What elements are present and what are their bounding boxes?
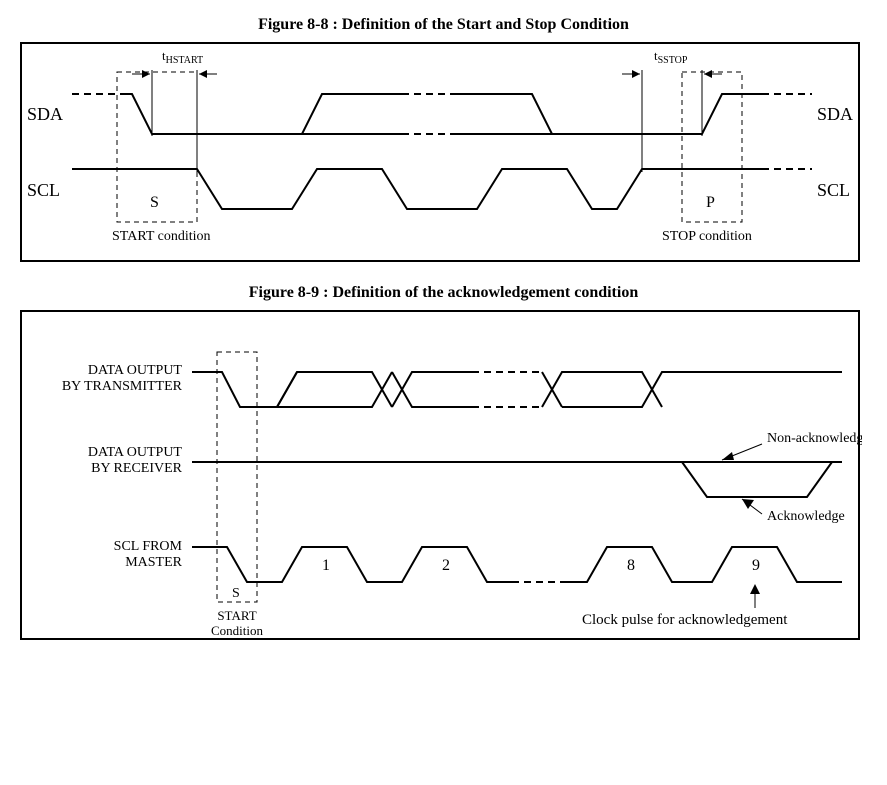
t-sstop: tSSTOP xyxy=(622,48,722,172)
rx-label2: BY RECEIVER xyxy=(91,461,183,476)
clk-num-8: 8 xyxy=(627,557,635,574)
start-box-2-label: S xyxy=(232,586,240,601)
scl-label1: SCL FROM xyxy=(114,539,183,554)
clk-num-1: 1 xyxy=(322,557,330,574)
non-ack-label: Non-acknowledge xyxy=(767,431,862,446)
sda-label-left: SDA xyxy=(27,104,63,124)
tx-label1: DATA OUTPUT xyxy=(88,363,183,378)
figure1-panel: tHSTART tSSTOP S START condition P STOP … xyxy=(20,42,860,262)
clockpulse-label: Clock pulse for acknowledgement xyxy=(582,612,788,628)
scl-label-left: SCL xyxy=(27,180,60,200)
figure2-panel: DATA OUTPUT BY TRANSMITTER DATA OUTPUT B… xyxy=(20,310,860,640)
sclm-signal: 1 2 8 9 Clock pulse for acknowledgement xyxy=(192,547,842,628)
ack-label: Acknowledge xyxy=(767,509,845,524)
scl-label-right: SCL xyxy=(817,180,850,200)
page: Figure 8-8 : Definition of the Start and… xyxy=(0,0,887,660)
figure2-title: Figure 8-9 : Definition of the acknowled… xyxy=(20,284,867,302)
tx-label2: BY TRANSMITTER xyxy=(62,379,183,394)
svg-text:tSSTOP: tSSTOP xyxy=(654,48,688,66)
tx-signal xyxy=(192,372,842,407)
start-box-2-sub2: Condition xyxy=(211,623,264,638)
start-box-label: S xyxy=(150,194,159,211)
clk-num-9: 9 xyxy=(752,557,760,574)
clk-num-2: 2 xyxy=(442,557,450,574)
sda-label-right: SDA xyxy=(817,104,853,124)
scl-label2: MASTER xyxy=(125,555,182,570)
stop-box-label: P xyxy=(706,194,715,211)
stop-box-sub: STOP condition xyxy=(662,229,752,244)
start-box-2-sub1: START xyxy=(217,608,256,623)
figure1-title: Figure 8-8 : Definition of the Start and… xyxy=(20,16,867,34)
rx-label1: DATA OUTPUT xyxy=(88,445,183,460)
sda-signal: SDA SDA xyxy=(27,94,853,134)
rx-signal: Non-acknowledge Acknowledge xyxy=(192,431,862,524)
t-hstart: tHSTART xyxy=(132,48,217,172)
svg-text:tHSTART: tHSTART xyxy=(162,48,203,66)
start-box-sub: START condition xyxy=(112,229,211,244)
